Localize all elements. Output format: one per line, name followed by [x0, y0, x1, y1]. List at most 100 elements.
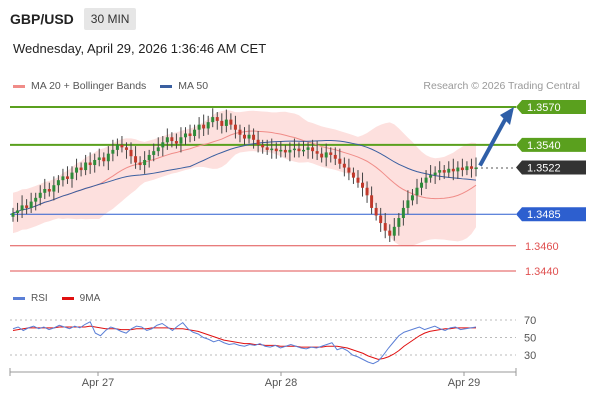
candle-body — [152, 151, 156, 155]
candle-body — [75, 167, 79, 173]
rsi-tick-label-50: 50 — [524, 333, 536, 345]
level-label-1-3522: 1.3522 — [527, 163, 561, 175]
candle-body — [356, 177, 360, 183]
candle-body — [361, 182, 365, 188]
candle-body — [106, 153, 110, 162]
candle-body — [333, 154, 337, 159]
candle-body — [193, 129, 197, 137]
candle-body — [469, 166, 473, 169]
candle-body — [38, 192, 42, 198]
candle-body — [424, 177, 428, 183]
candle-body — [456, 167, 460, 172]
candle-body — [252, 134, 256, 140]
candle-body — [65, 176, 69, 179]
candle-body — [115, 144, 119, 150]
rsi-tick-label-30: 30 — [524, 350, 536, 362]
candle-body — [43, 189, 47, 193]
candle-body — [392, 226, 396, 236]
ma50-line — [12, 140, 477, 214]
rsi-panel: 70 50 30 — [10, 315, 536, 365]
candle-body — [261, 144, 265, 148]
candle-body — [397, 218, 401, 227]
header: GBP/USD 30 MIN — [0, 6, 137, 32]
candle-body — [256, 139, 260, 145]
candle-body — [338, 158, 342, 164]
candle-body — [379, 215, 383, 224]
candle-body — [365, 187, 369, 196]
x-tick-label: Apr 27 — [82, 377, 114, 389]
candle-body — [197, 124, 201, 130]
target-arrow — [478, 107, 514, 167]
candle-body — [433, 172, 437, 176]
level-tag-1-3570 — [516, 100, 586, 114]
rsi-ma9-line — [12, 325, 476, 360]
ma20-legend-label: MA 20 + Bollinger Bands — [31, 80, 147, 92]
candle-body — [52, 185, 56, 192]
candle-body — [147, 154, 151, 160]
candle-body — [224, 119, 228, 126]
candle-body — [233, 124, 237, 130]
candle-body — [56, 180, 60, 186]
candle-body — [265, 147, 269, 150]
level-label-1-3460: 1.3460 — [525, 241, 559, 253]
target-arrow-shaft — [478, 115, 509, 167]
candle-body — [102, 157, 106, 162]
candle-body — [388, 230, 392, 236]
candle-body — [156, 147, 160, 152]
rsi-line — [12, 321, 477, 365]
candle-body — [297, 148, 301, 152]
candle-body — [215, 117, 219, 121]
level-label-1-3540: 1.3540 — [527, 140, 561, 152]
candle-body — [347, 167, 351, 173]
candle-body — [174, 141, 178, 144]
candle-body — [11, 212, 15, 217]
candle-body — [179, 137, 183, 144]
candle-body — [351, 172, 355, 178]
candle-body — [29, 201, 33, 208]
candle-body — [342, 163, 346, 168]
candle-body — [206, 122, 210, 129]
candle-body — [243, 134, 246, 139]
candle-body — [420, 182, 424, 188]
candle-body — [211, 117, 215, 123]
candle-body — [134, 156, 138, 163]
rsi-tick-label-70: 70 — [524, 315, 536, 327]
candle-body — [460, 167, 464, 171]
candle-body — [47, 189, 51, 192]
x-axis: Apr 27 Apr 28 Apr 29 — [9, 368, 517, 389]
candle-body — [84, 162, 88, 171]
candle-body — [111, 149, 115, 154]
candle-body — [447, 168, 451, 173]
candle-body — [70, 172, 74, 179]
level-label-1-3485: 1.3485 — [527, 209, 561, 221]
candle-body — [465, 166, 469, 171]
candle-body — [34, 197, 38, 202]
candle-body — [288, 149, 292, 153]
candle-body — [229, 119, 233, 125]
level-tag-1-3522 — [516, 160, 586, 175]
candle-body — [20, 205, 24, 211]
candle-body — [311, 147, 315, 152]
candle-body — [97, 157, 101, 160]
candle-body — [124, 147, 128, 150]
candle-body — [247, 134, 251, 139]
candle-body — [138, 162, 142, 166]
target-arrow-head — [500, 107, 514, 125]
candle-body — [410, 195, 414, 201]
candle-body — [183, 133, 187, 138]
candle-body — [220, 120, 224, 126]
candle-body — [429, 175, 433, 178]
candlesticks — [11, 108, 478, 242]
level-tag-1-3485 — [516, 207, 586, 222]
candle-body — [370, 195, 374, 208]
timeframe-badge[interactable]: 30 MIN — [83, 8, 137, 30]
candle-body — [202, 124, 206, 129]
x-tick-label: Apr 29 — [448, 377, 480, 389]
candle-body — [442, 170, 446, 173]
candle-body — [315, 151, 319, 154]
candle-body — [88, 162, 92, 166]
ma50-swatch — [160, 84, 173, 88]
candle-body — [406, 200, 410, 208]
candle-body — [79, 167, 83, 171]
